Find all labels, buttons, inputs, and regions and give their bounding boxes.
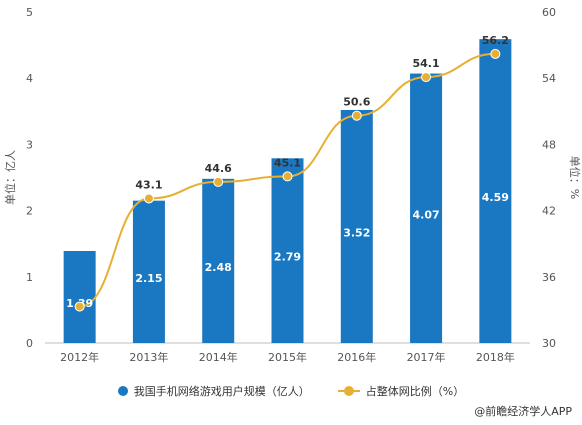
line-point — [74, 301, 85, 312]
line-point — [143, 193, 154, 204]
x-tick-label: 2015年 — [268, 350, 307, 364]
bar — [202, 178, 235, 343]
bar-value-label: 4.07 — [413, 208, 440, 221]
legend-item-bar: 我国手机网络游戏用户规模（亿人） — [117, 383, 310, 399]
line-value-label: 44.6 — [205, 162, 232, 175]
bar-value-label: 4.59 — [482, 191, 509, 204]
line-point — [213, 176, 224, 187]
chart-area: 0 1 2 3 4 5 30 36 42 48 54 60 单位：亿人 单位：% 2012年 2013年 201… — [3, 6, 582, 364]
y-left-tick-label: 1 — [26, 271, 33, 284]
line-value-label: 50.6 — [343, 96, 370, 109]
line-point — [282, 171, 293, 182]
legend-line-swatch — [337, 386, 360, 396]
y-right-tick-label: 54 — [542, 72, 556, 85]
bar — [410, 73, 443, 343]
y-left-tick-label: 4 — [26, 72, 33, 85]
line-value-label: 43.1 — [135, 178, 162, 191]
y-right-tick-label: 42 — [542, 205, 556, 218]
legend: 我国手机网络游戏用户规模（亿人） 占整体网比例（%） — [0, 381, 582, 401]
y-right-tick-label: 60 — [542, 6, 556, 19]
y-left-axis-title: 单位：亿人 — [3, 150, 17, 205]
y-left-tick-label: 5 — [26, 6, 33, 19]
x-tick-label: 2012年 — [60, 350, 99, 364]
y-right-tick-label: 48 — [542, 138, 556, 151]
legend-line-label: 占整体网比例（%） — [365, 385, 465, 398]
y-left-tick-label: 2 — [26, 205, 33, 218]
line-value-label: 56.2 — [482, 34, 509, 47]
line-point — [351, 110, 362, 121]
bar — [340, 109, 373, 343]
line-point — [490, 48, 501, 59]
y-left-tick-label: 0 — [26, 337, 33, 350]
x-tick-label: 2014年 — [199, 350, 238, 364]
bar-value-label: 2.15 — [135, 272, 162, 285]
y-right-tick-label: 30 — [542, 337, 556, 350]
legend-bar-swatch — [117, 386, 128, 396]
line-value-label: 45.1 — [274, 156, 301, 169]
y-left-tick-label: 3 — [26, 138, 33, 151]
bar-value-label: 3.52 — [343, 226, 370, 239]
bar — [479, 39, 512, 343]
x-tick-label: 2013年 — [129, 350, 168, 364]
line-point — [421, 72, 432, 83]
bar — [63, 250, 96, 343]
legend-item-line: 占整体网比例（%） — [337, 383, 465, 399]
y-right-tick-label: 36 — [542, 271, 556, 284]
bar-value-label: 2.79 — [274, 251, 301, 264]
legend-bar-label: 我国手机网络游戏用户规模（亿人） — [133, 385, 310, 398]
x-tick-label: 2018年 — [476, 350, 515, 364]
bar — [132, 200, 165, 343]
bar-value-label: 2.48 — [205, 261, 232, 274]
line-value-label: 54.1 — [413, 57, 440, 70]
x-tick-label: 2017年 — [407, 350, 446, 364]
x-tick-label: 2016年 — [337, 350, 376, 364]
source-credit: @前瞻经济学人APP — [474, 405, 572, 418]
bar — [271, 158, 304, 343]
y-right-axis-title: 单位：% — [568, 156, 582, 199]
